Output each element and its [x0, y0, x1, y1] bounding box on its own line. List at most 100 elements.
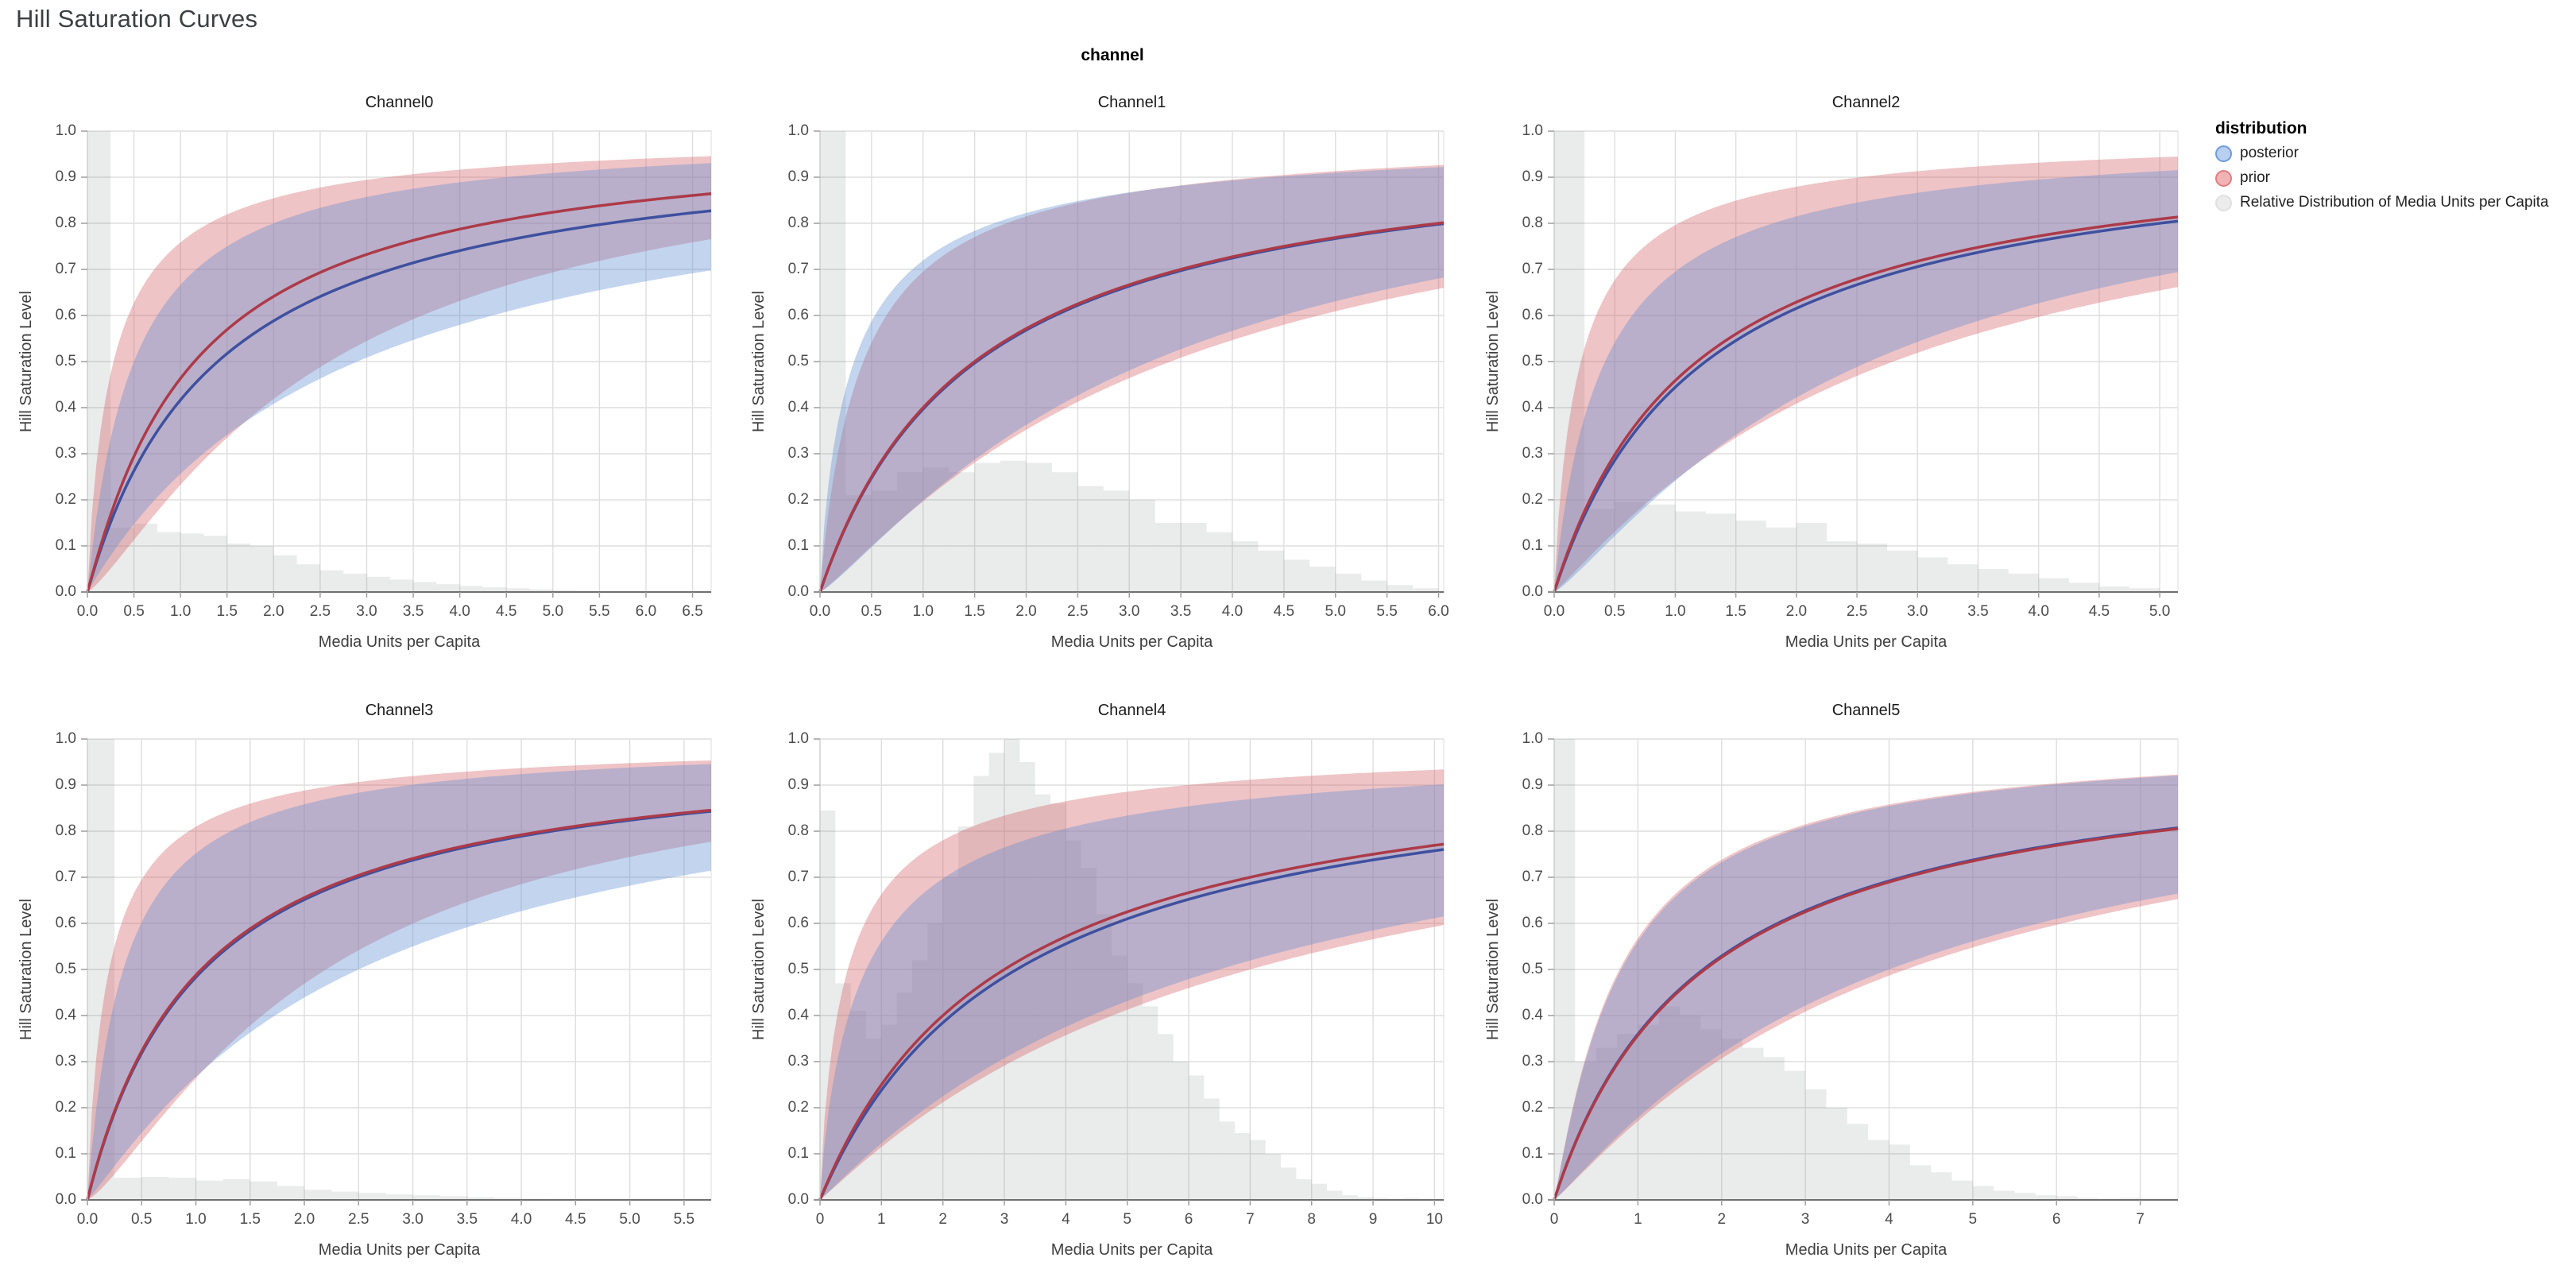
y-tick-label: 0.5 [55, 961, 76, 977]
y-tick-label: 0.6 [1522, 915, 1543, 931]
x-tick-label: 4 [1885, 1211, 1893, 1228]
x-tick-label: 4.5 [1273, 603, 1295, 620]
y-tick-label: 0.1 [1522, 537, 1543, 554]
prior-mean-line [818, 842, 1445, 1201]
x-tick-label: 0.5 [131, 1211, 153, 1228]
x-tick-label: 2.0 [1785, 603, 1808, 620]
x-tick-label: 2.0 [293, 1211, 315, 1228]
y-tick-label: 0.3 [787, 445, 809, 462]
y-tick-label: 0.5 [787, 353, 809, 370]
legend-label-posterior: posterior [2240, 145, 2299, 161]
x-tick-label: 0.0 [76, 603, 99, 620]
y-tick-label: 0.8 [787, 822, 809, 839]
y-tick-label: 0.3 [1522, 1053, 1543, 1070]
y-tick-label: 0.9 [787, 776, 809, 793]
x-tick-label: 6.5 [682, 603, 703, 620]
x-tick-label: 1.0 [185, 1211, 207, 1228]
x-tick-label: 2.5 [1067, 603, 1089, 620]
x-tick-label: 4.0 [1221, 603, 1244, 620]
x-tick-label: 4 [1062, 1211, 1070, 1228]
y-tick-label: 0.1 [787, 537, 809, 554]
y-tick-label: 0.3 [787, 1053, 809, 1070]
x-axis-title: Media Units per Capita [1050, 633, 1213, 651]
x-tick-label: 2 [1717, 1211, 1727, 1228]
x-tick-label: 0.0 [1543, 603, 1565, 620]
y-tick-label: 0.6 [787, 307, 809, 323]
prior-credible-band [820, 769, 1444, 1200]
x-tick-label: 6 [1184, 1211, 1193, 1228]
x-tick-label: 2 [938, 1211, 947, 1228]
x-tick-label: 1.0 [1665, 603, 1686, 620]
posterior-credible-band [87, 163, 711, 592]
y-tick-label: 0.0 [55, 1191, 76, 1208]
x-tick-label: 5.5 [1376, 603, 1398, 620]
y-tick-label: 0.0 [55, 583, 76, 600]
x-tick-label: 7 [1246, 1211, 1255, 1228]
x-tick-label: 5 [1968, 1211, 1978, 1228]
x-tick-label: 2.0 [263, 603, 284, 620]
y-tick-label: 0.7 [1522, 261, 1543, 277]
x-axis-title: Media Units per Capita [318, 633, 481, 651]
y-tick-label: 0.6 [55, 307, 76, 323]
x-tick-label: 10 [1425, 1211, 1443, 1228]
y-tick-label: 1.0 [787, 730, 809, 747]
plot-area-channel5 [1548, 738, 2179, 1205]
y-tick-label: 0.2 [55, 1099, 76, 1116]
x-tick-label: 1 [1634, 1211, 1642, 1228]
x-tick-label: 4.5 [2088, 603, 2110, 620]
plot-area-channel4 [814, 738, 1445, 1205]
legend-item-media-distribution: Relative Distribution of Media Units per… [2215, 194, 2549, 211]
x-tick-label: 2.5 [348, 1211, 369, 1228]
y-tick-label: 0.8 [787, 215, 809, 231]
y-tick-label: 0.6 [787, 915, 809, 931]
x-tick-label: 3.0 [1907, 603, 1928, 620]
x-tick-label: 1 [877, 1211, 886, 1228]
y-tick-label: 0.5 [787, 961, 809, 977]
y-tick-label: 0.7 [1522, 869, 1543, 885]
subplot-title: Channel4 [1097, 702, 1166, 719]
y-tick-label: 0.9 [787, 168, 809, 185]
posterior-credible-band [87, 764, 711, 1200]
x-tick-label: 3.0 [356, 603, 377, 620]
y-tick-label: 0.8 [55, 822, 76, 839]
subplot-title: Channel2 [1831, 94, 1901, 111]
x-tick-label: 5.5 [589, 603, 610, 620]
y-tick-label: 0.8 [1522, 822, 1543, 839]
x-axis-title: Media Units per Capita [318, 1241, 481, 1259]
x-tick-label: 1.5 [216, 603, 238, 620]
y-tick-label: 0.4 [1522, 399, 1543, 416]
y-tick-label: 0.1 [55, 537, 76, 554]
page-title: Hill Saturation Curves [16, 5, 258, 33]
posterior-credible-band [1554, 170, 2178, 592]
y-tick-label: 0.7 [55, 261, 76, 277]
posterior-mean-line [86, 209, 712, 593]
x-tick-label: 0.5 [123, 603, 145, 620]
x-tick-label: 3.0 [1119, 603, 1140, 620]
x-tick-label: 4.0 [449, 603, 470, 620]
y-tick-label: 0.1 [55, 1145, 76, 1162]
y-tick-label: 0.2 [1522, 1099, 1543, 1116]
y-tick-label: 0.9 [1522, 776, 1543, 793]
x-tick-label: 1.5 [964, 603, 985, 620]
legend-item-posterior: posterior [2215, 145, 2549, 162]
x-tick-label: 1.0 [169, 603, 191, 620]
x-tick-label: 2.5 [309, 603, 331, 620]
prior-mean-line [818, 221, 1445, 593]
y-tick-label: 0.6 [55, 915, 76, 931]
y-tick-label: 0.8 [55, 215, 76, 231]
media-distribution-swatch-icon [2215, 194, 2232, 211]
prior-credible-band [820, 164, 1444, 592]
legend-item-prior: prior [2215, 169, 2549, 187]
x-tick-label: 1.5 [1725, 603, 1746, 620]
y-tick-label: 0.2 [787, 491, 809, 508]
x-tick-label: 0.0 [76, 1211, 99, 1228]
x-tick-label: 1.0 [912, 603, 934, 620]
x-tick-label: 5.0 [1325, 603, 1346, 620]
plot-area-channel2 [1548, 130, 2179, 598]
legend: distribution posterior prior Relative Di… [2215, 119, 2549, 219]
x-tick-label: 4.0 [2028, 603, 2049, 620]
prior-credible-band [1554, 157, 2178, 592]
y-tick-label: 0.7 [55, 869, 76, 885]
y-tick-label: 0.4 [787, 1007, 809, 1023]
y-tick-label: 0.3 [55, 445, 76, 462]
